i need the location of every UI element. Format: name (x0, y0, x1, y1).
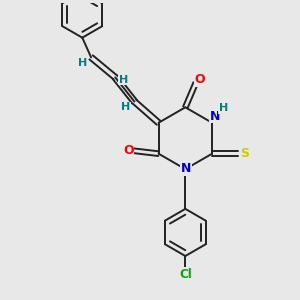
Text: H: H (121, 103, 130, 112)
Text: H: H (119, 75, 128, 85)
Text: O: O (195, 73, 206, 86)
Text: N: N (210, 110, 220, 123)
Text: N: N (181, 162, 191, 175)
Text: Cl: Cl (179, 268, 192, 281)
Text: S: S (240, 147, 249, 160)
Text: H: H (219, 103, 228, 113)
Text: O: O (123, 144, 134, 157)
Text: H: H (78, 58, 87, 68)
